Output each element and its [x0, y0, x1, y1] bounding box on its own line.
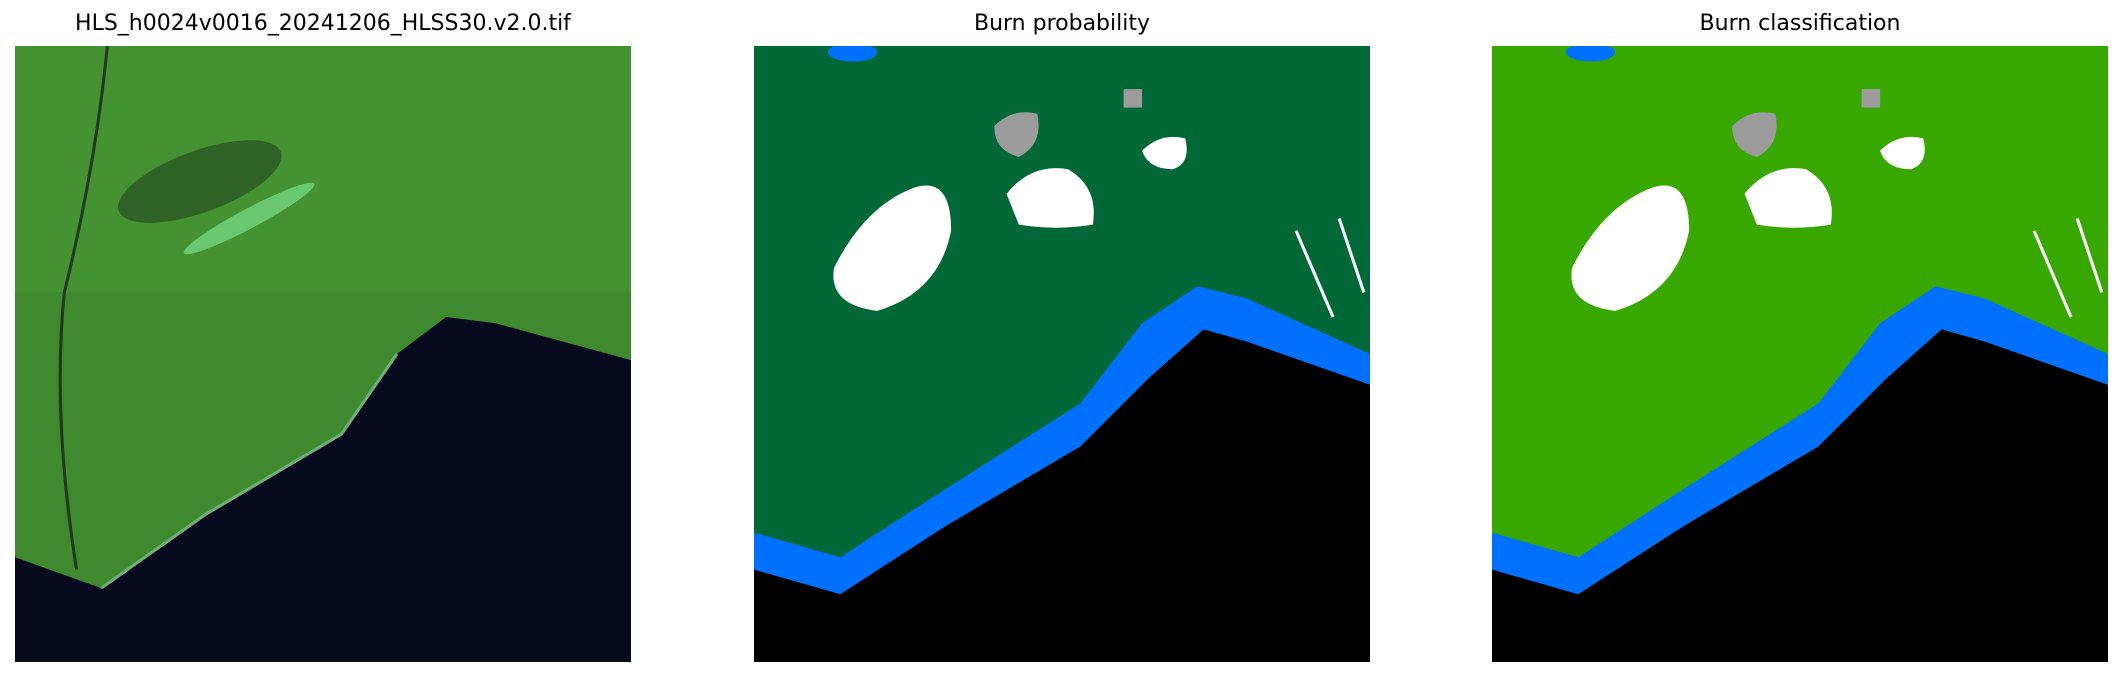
panel-title-classification: Burn classification: [1699, 11, 1901, 36]
river: [58, 46, 109, 570]
burned-area: [1571, 185, 1690, 311]
panel-title-probability: Burn probability: [973, 11, 1150, 36]
classification-map-panel: [1492, 46, 2108, 662]
burned-area: [833, 185, 952, 311]
dark-ridge: [118, 140, 282, 223]
burned-area: [1880, 136, 1925, 170]
burned-area: [1744, 168, 1832, 228]
gray-area: [1123, 89, 1143, 108]
sea-area: [15, 317, 631, 662]
panel-title-rgb: HLS_h0024v0016_20241206_HLSS30.v2.0.tif: [75, 11, 571, 36]
burn-scar: [183, 182, 315, 255]
gray-area: [994, 112, 1039, 157]
water-band: [1492, 286, 2108, 595]
barrier-island: [100, 353, 399, 590]
burned-area: [1142, 136, 1187, 170]
gray-area: [1732, 112, 1777, 157]
rgb-image-panel: [15, 46, 631, 662]
gray-area: [1861, 89, 1881, 108]
water-band: [754, 286, 1370, 595]
nodata-sea: [1492, 329, 2108, 662]
probability-map-panel: [754, 46, 1370, 662]
burned-area: [1006, 168, 1094, 228]
nodata-sea: [754, 329, 1370, 662]
